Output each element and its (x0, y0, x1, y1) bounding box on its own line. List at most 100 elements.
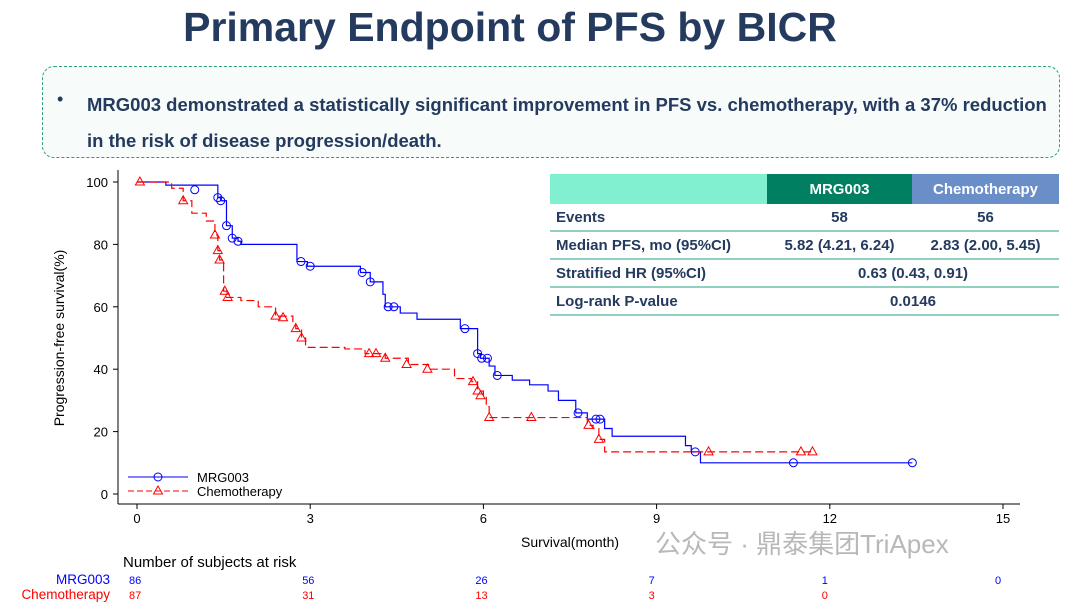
censor-mark (213, 193, 223, 203)
censor-mark (296, 257, 306, 267)
censor-mark (595, 414, 605, 424)
censor-mark (422, 363, 433, 373)
censor-mark (296, 331, 307, 342)
censor-mark (270, 310, 281, 320)
table-header (550, 174, 767, 204)
censor-mark (907, 458, 917, 468)
censor-mark (492, 370, 502, 380)
censor-mark (222, 291, 233, 301)
legend-marker (153, 472, 163, 482)
table-cell: 0.0146 (767, 287, 1059, 316)
table-cell: 2.83 (2.00, 5.45) (912, 231, 1059, 260)
censor-mark (214, 253, 225, 264)
censor-mark (134, 175, 146, 186)
x-tick-label: 12 (823, 511, 837, 526)
series-line-chemotherapy (137, 181, 813, 453)
watermark: 公众号 · 鼎泰集团TriApex (655, 529, 949, 559)
censor-mark (365, 277, 375, 287)
results-table: MRG003 Chemotherapy Events 58 56 Median PFS, … (550, 174, 1059, 316)
censor-mark (475, 389, 486, 400)
censor-mark (357, 267, 367, 277)
y-tick-label: 80 (94, 237, 108, 252)
risk-count: 0 (822, 590, 828, 602)
x-tick-label: 0 (133, 511, 140, 526)
censor-mark (305, 261, 315, 271)
bullet-icon: • (57, 89, 64, 109)
censor-mark (583, 419, 594, 429)
censor-mark (277, 311, 289, 322)
table-cell: 5.82 (4.21, 6.24) (767, 231, 912, 260)
censor-mark (370, 347, 382, 358)
risk-row-label: Chemotherapy (21, 587, 110, 602)
y-tick-label: 40 (94, 362, 108, 377)
censor-mark (788, 458, 798, 468)
censor-mark (593, 433, 605, 443)
censor-mark (483, 411, 495, 422)
y-tick-label: 60 (94, 300, 108, 315)
page-title: Primary Endpoint of PFS by BICR (183, 4, 837, 50)
x-axis-label: Survival(month) (521, 534, 619, 550)
censor-mark (591, 414, 601, 424)
table-header: MRG003 (767, 174, 912, 204)
censor-mark (573, 408, 583, 418)
censor-mark (216, 196, 226, 206)
censor-mark (363, 347, 375, 358)
legend-marker (152, 484, 164, 495)
table-cell: Log-rank P-value (550, 287, 767, 316)
table-row: Log-rank P-value 0.0146 (550, 287, 1059, 316)
y-tick-label: 20 (94, 425, 108, 440)
table-cell: 56 (912, 204, 1059, 232)
table-cell: 0.63 (0.43, 0.91) (767, 259, 1059, 288)
risk-count: 31 (302, 590, 314, 602)
censor-mark (482, 353, 492, 363)
censor-mark (703, 445, 714, 456)
y-tick-label: 0 (101, 487, 108, 502)
table-cell: Stratified HR (95%CI) (550, 259, 767, 288)
censor-mark (209, 229, 221, 239)
censor-mark (389, 302, 399, 312)
table-row: Stratified HR (95%CI) 0.63 (0.43, 0.91) (550, 259, 1059, 288)
censor-mark (472, 385, 483, 395)
legend-label: Chemotherapy (197, 484, 283, 499)
table-cell: Events (550, 204, 767, 232)
x-tick-label: 15 (996, 511, 1010, 526)
censor-mark (795, 445, 807, 456)
censor-mark (477, 353, 487, 363)
censor-mark (290, 322, 302, 333)
y-axis-label: Progression-free survival(%) (51, 250, 67, 427)
censor-mark (460, 324, 470, 334)
risk-count: 1 (822, 575, 828, 587)
table-cell: Median PFS, mo (95%CI) (550, 231, 767, 260)
risk-count: 0 (995, 575, 1001, 587)
risk-count: 26 (475, 575, 487, 587)
risk-table-title: Number of subjects at risk (123, 554, 297, 571)
x-tick-label: 9 (653, 511, 660, 526)
risk-count: 56 (302, 575, 314, 587)
x-tick-label: 3 (307, 511, 314, 526)
risk-count: 3 (649, 590, 655, 602)
y-tick-label: 100 (86, 175, 108, 190)
censor-mark (525, 411, 537, 422)
censor-mark (233, 236, 243, 246)
x-tick-label: 6 (480, 511, 487, 526)
summary-text: MRG003 demonstrated a statistically sign… (87, 94, 1047, 151)
censor-mark (227, 233, 237, 243)
risk-count: 13 (475, 590, 487, 602)
censor-mark (177, 194, 189, 205)
censor-mark (383, 302, 393, 312)
risk-count: 7 (649, 575, 655, 587)
censor-mark (190, 185, 200, 195)
table-cell: 58 (767, 204, 912, 232)
censor-mark (401, 358, 412, 369)
risk-row-label: MRG003 (56, 572, 110, 587)
legend-label: MRG003 (197, 470, 249, 485)
censor-mark (467, 375, 479, 386)
censor-mark (212, 244, 224, 255)
risk-count: 86 (129, 575, 141, 587)
censor-mark (379, 352, 391, 362)
censor-mark (807, 445, 818, 456)
risk-count: 87 (129, 590, 141, 602)
table-row: Median PFS, mo (95%CI) 5.82 (4.21, 6.24) 2… (550, 231, 1059, 260)
table-row: Events 58 56 (550, 204, 1059, 232)
